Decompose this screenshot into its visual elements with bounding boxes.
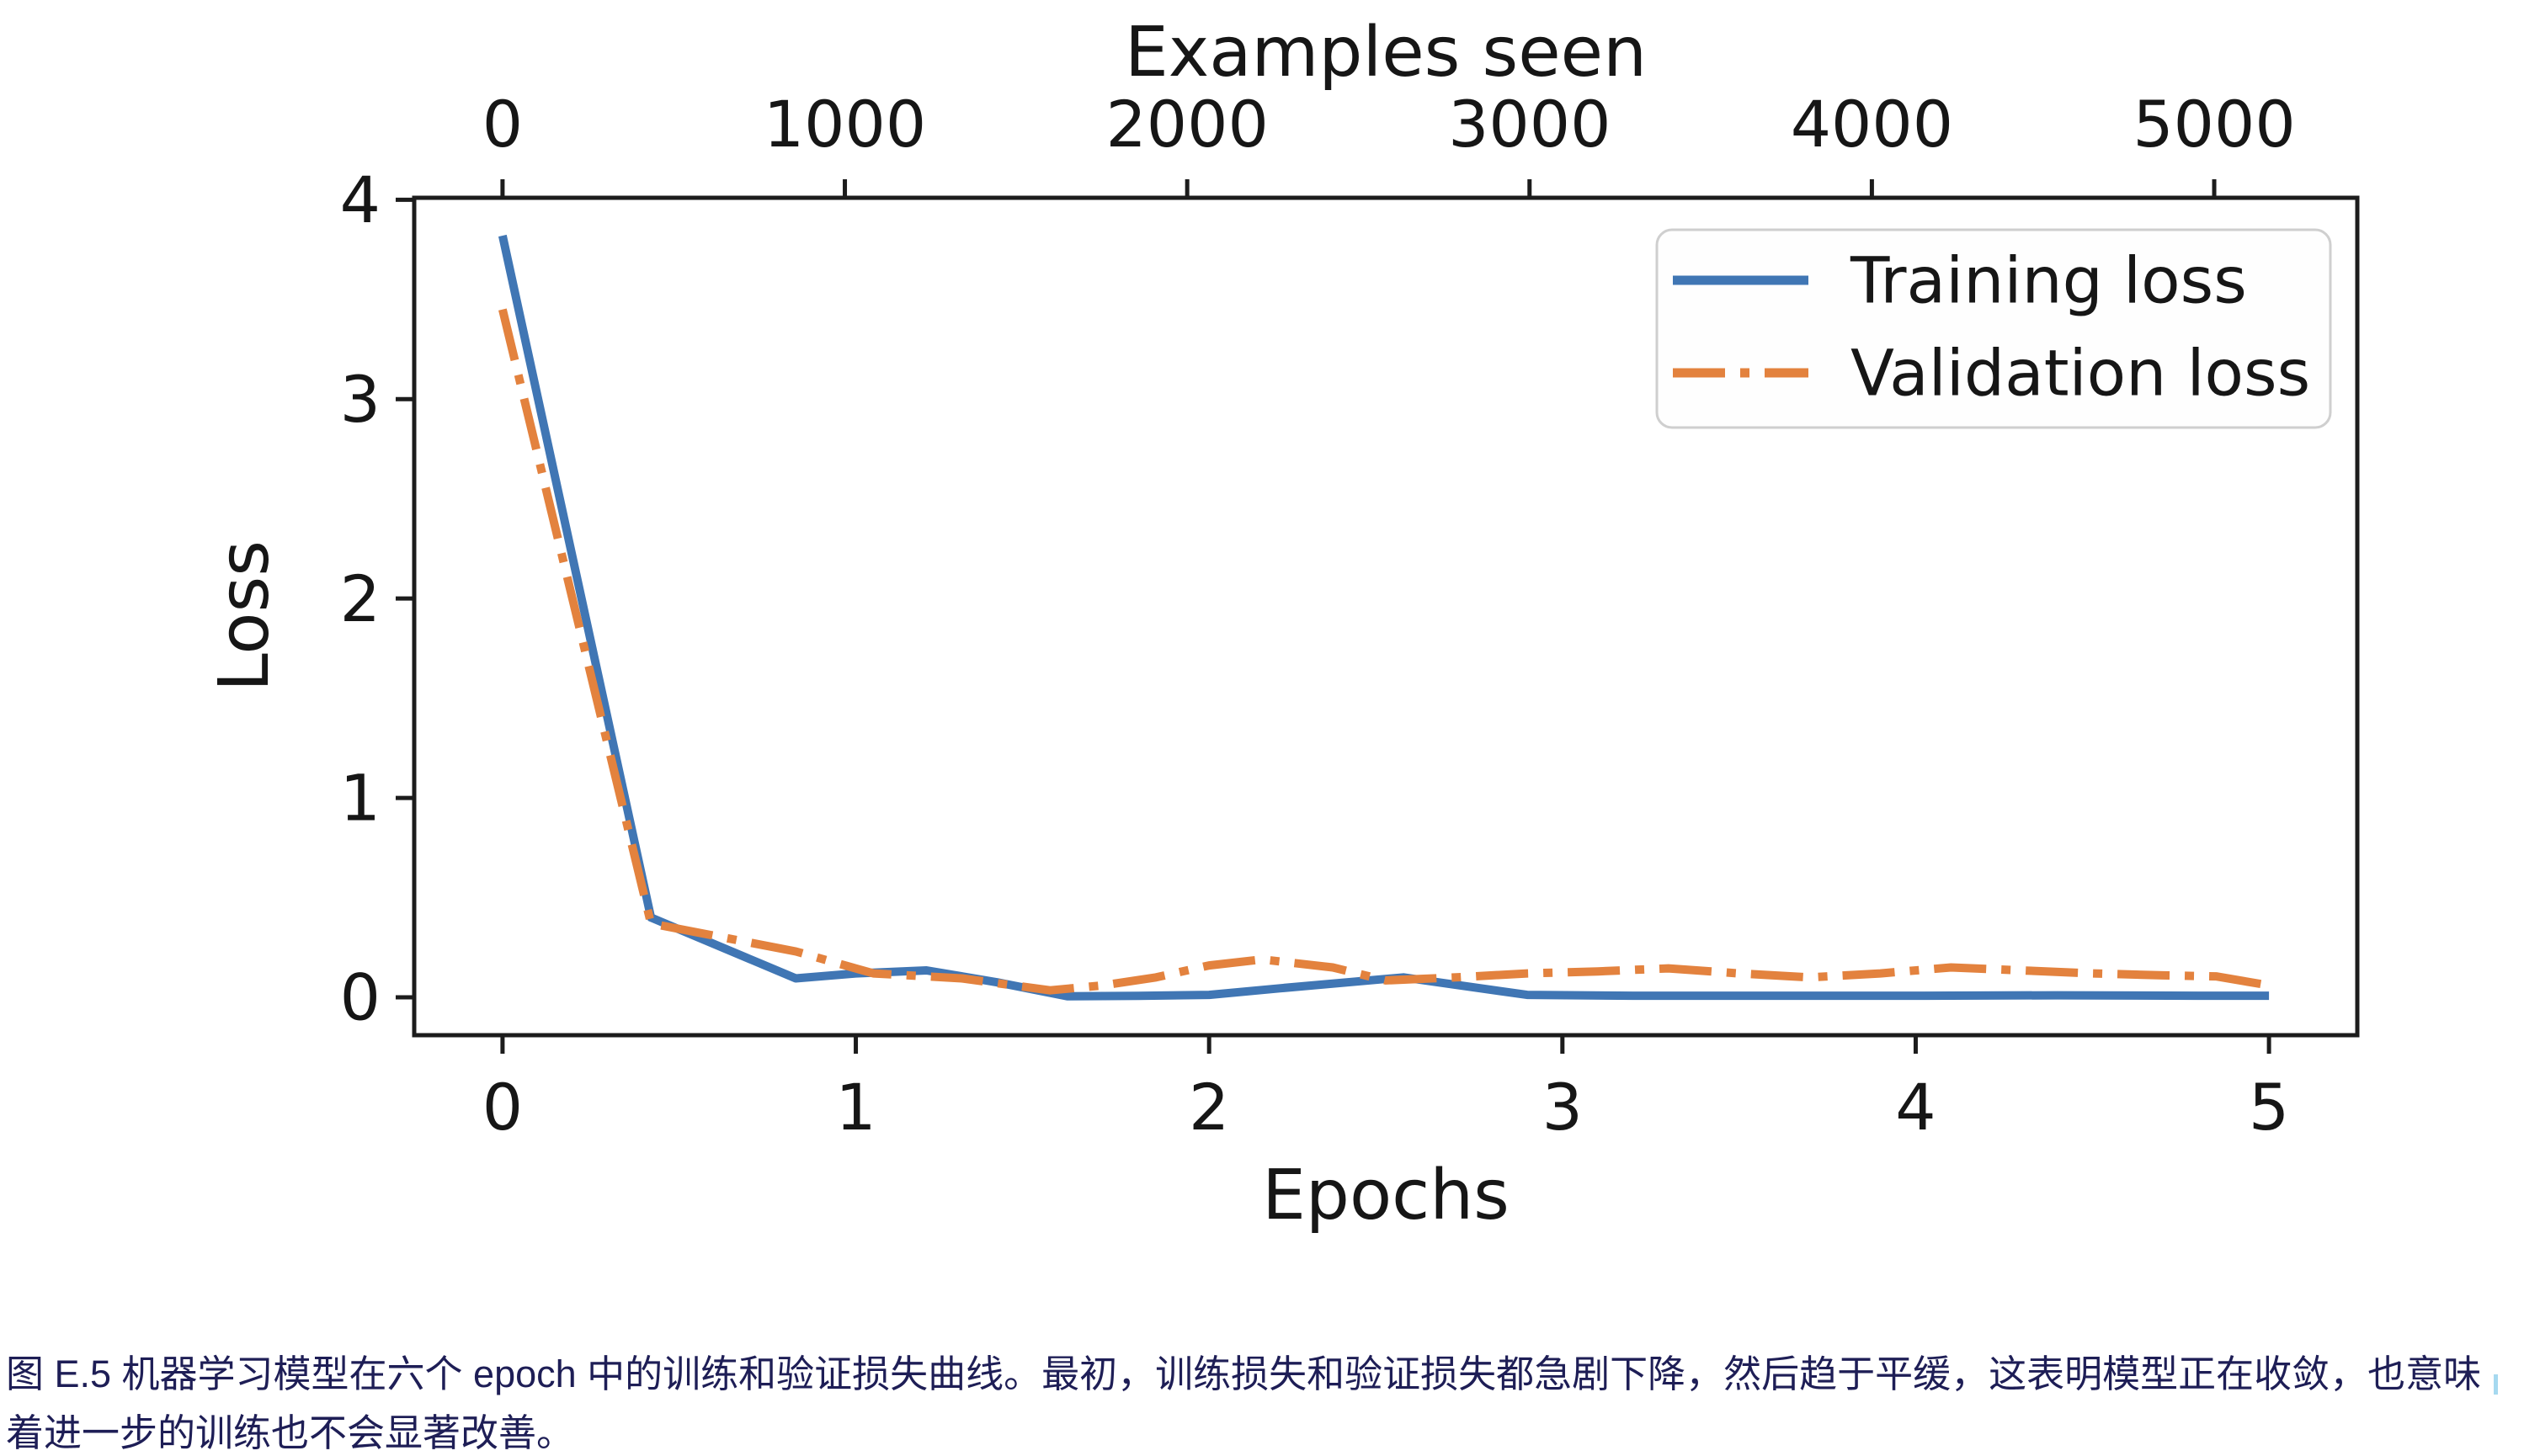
legend: Training loss Validation loss — [1655, 228, 2332, 429]
top-tick-label: 3000 — [1448, 87, 1611, 162]
x-tick-label: 5 — [2249, 1070, 2289, 1145]
legend-label-training: Training loss — [1850, 243, 2247, 318]
legend-label-validation: Validation loss — [1850, 336, 2310, 411]
x-tick-label: 4 — [1895, 1070, 1936, 1145]
top-axis-title: Examples seen — [1125, 13, 1647, 93]
top-axis-ticks: 0 1000 2000 3000 4000 5000 — [482, 87, 2296, 198]
figure-caption-line2: 着进一步的训练也不会显著改善。 — [6, 1411, 575, 1454]
figure-caption: 图 E.5 机器学习模型在六个 epoch 中的训练和验证损失曲线。最初，训练损… — [6, 1345, 2519, 1456]
y-tick-label: 1 — [340, 761, 381, 836]
loss-chart: Examples seen 0 1000 2000 3000 4000 5000 0 1 2 3… — [205, 13, 2360, 1235]
top-tick-label: 0 — [482, 87, 523, 162]
plot-border — [412, 195, 2360, 1038]
x-axis-title: Epochs — [1262, 1156, 1510, 1235]
x-tick-label: 0 — [482, 1070, 523, 1145]
y-tick-label: 0 — [340, 960, 381, 1035]
y-tick-label: 2 — [340, 561, 381, 636]
x-tick-label: 3 — [1542, 1070, 1583, 1145]
top-tick-label: 4000 — [1791, 87, 1953, 162]
top-tick-label: 1000 — [764, 87, 926, 162]
top-tick-label: 2000 — [1105, 87, 1268, 162]
training-loss-line — [498, 234, 2270, 1001]
y-axis-ticks: 0 1 2 3 4 — [340, 162, 414, 1035]
y-tick-label: 3 — [340, 362, 381, 437]
x-tick-label: 1 — [835, 1070, 876, 1145]
legend-frame — [1655, 228, 2332, 429]
text-cursor — [2494, 1374, 2498, 1395]
top-tick-label: 5000 — [2133, 87, 2295, 162]
x-axis-ticks: 0 1 2 3 4 5 — [482, 1035, 2289, 1145]
y-axis-title: Loss — [205, 540, 285, 692]
x-tick-label: 2 — [1189, 1070, 1229, 1145]
figure-caption-line1: 图 E.5 机器学习模型在六个 epoch 中的训练和验证损失曲线。最初，训练损… — [6, 1352, 2482, 1395]
validation-loss-line — [498, 308, 2270, 995]
y-tick-label: 4 — [340, 162, 381, 237]
